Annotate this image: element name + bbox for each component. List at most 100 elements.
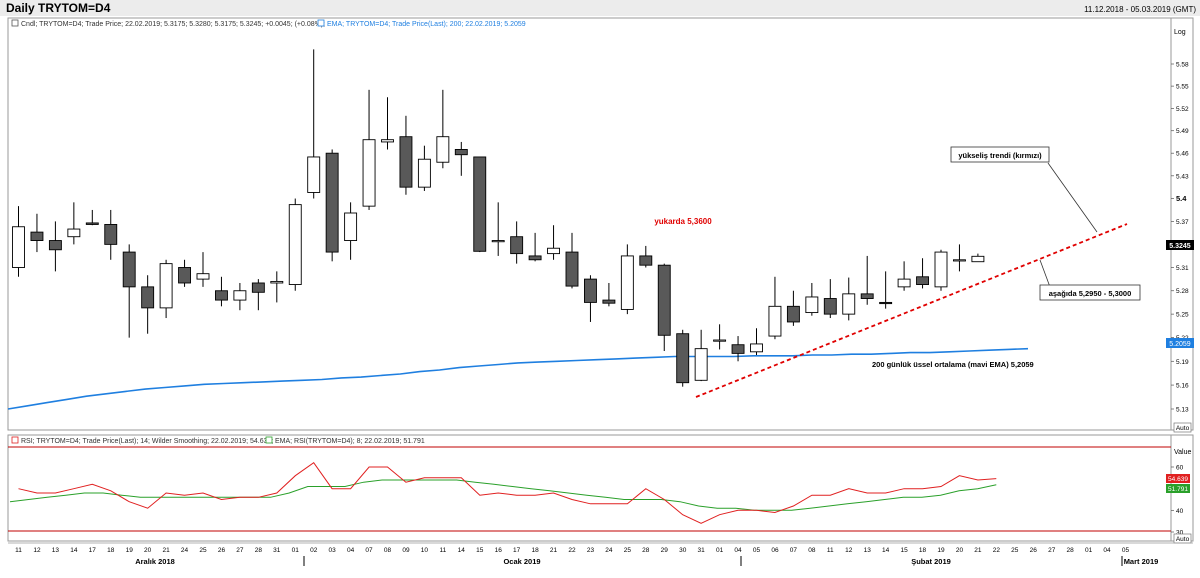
legend-candle-text: Cndl; TRYTOM=D4; Trade Price; 22.02.2019… (21, 21, 325, 28)
rsi-tick-label: 40 (1176, 508, 1184, 515)
month-label: Aralık 2018 (135, 557, 175, 566)
price-tick-label: 5.46 (1176, 151, 1189, 158)
rsi-lines (9, 462, 997, 524)
candle-down (731, 344, 745, 354)
month-label: Mart 2019 (1124, 557, 1159, 566)
candle-up (381, 139, 394, 143)
rsi-tick-label: 60 (1176, 465, 1184, 472)
date-tick-label: 13 (864, 547, 872, 554)
rsi-panel-frame (7, 434, 1172, 542)
date-tick-label: 11 (439, 547, 446, 554)
date-tick-label: 19 (937, 547, 945, 554)
chart-title: Daily TRYTOM=D4 (6, 1, 111, 15)
legend-rsi-swatch (11, 436, 19, 444)
price-tick-label: 5.43 (1176, 173, 1189, 180)
date-tick-label: 15 (476, 547, 484, 554)
candle-down (454, 148, 468, 156)
candle-down (399, 136, 413, 188)
date-tick-label: 17 (89, 547, 97, 554)
candle-down (657, 264, 671, 336)
candle-up (436, 136, 450, 163)
rsi-ema-path (9, 479, 997, 511)
candle-up (842, 293, 856, 315)
support-annotation: aşağıda 5,2950 - 5,3000 (1049, 289, 1132, 298)
candle-down (528, 255, 542, 261)
ema200-line (7, 347, 1029, 410)
date-tick-label: 14 (458, 547, 466, 554)
rsi-badge-text: 54.639 (1168, 476, 1188, 483)
candle-down (584, 278, 597, 303)
candle-down (473, 156, 487, 252)
uptrend-line (695, 223, 1128, 398)
uptrend-callout-leader (1047, 162, 1098, 233)
date-tick-label: 28 (642, 547, 650, 554)
date-tick-label: 26 (218, 547, 226, 554)
rsi-legend: RSI; TRYTOM=D4; Trade Price(Last); 14; W… (11, 436, 425, 445)
candle-up (750, 343, 763, 353)
ema200-path (7, 347, 1029, 410)
date-tick-label: 02 (310, 547, 318, 554)
title-bar (0, 0, 1200, 16)
candle-up (971, 255, 985, 263)
candle-down (30, 231, 44, 241)
candle-down (510, 236, 524, 255)
price-tick-label: 5.16 (1176, 383, 1189, 390)
date-tick-label: 22 (993, 547, 1001, 554)
candle-up (288, 204, 302, 285)
price-tick-label: 5.19 (1176, 359, 1189, 366)
date-tick-label: 28 (1067, 547, 1075, 554)
date-tick-label: 20 (144, 547, 152, 554)
date-tick-label: 28 (255, 547, 263, 554)
candle-down (251, 282, 265, 293)
date-tick-label: 06 (771, 547, 779, 554)
rsi-value-label: Value (1174, 449, 1191, 456)
candle-down (602, 299, 616, 304)
rsi-ema-badge (1166, 484, 1190, 493)
candle-up (713, 339, 727, 342)
rsi-reference-lines (8, 446, 1171, 532)
price-tick-label: 5.13 (1176, 407, 1189, 414)
candle-up (307, 156, 321, 193)
date-axis: 11 12 13 14 17 18 19 20 21 24 25 26 27 28 31 01 02 03 04 07… (8, 542, 1193, 566)
candle-up (934, 251, 948, 288)
price-auto-button[interactable] (1173, 422, 1192, 433)
candle-down (104, 224, 118, 245)
date-tick-label: 15 (900, 547, 908, 554)
legend-ema-swatch (317, 19, 325, 27)
legend-candle-swatch (11, 19, 19, 27)
date-tick-label: 18 (531, 547, 539, 554)
candle-down (916, 276, 929, 285)
date-tick-label: 25 (624, 547, 632, 554)
price-tick-label: 5.52 (1176, 106, 1189, 113)
date-tick-label: 24 (605, 547, 613, 554)
candle-up (159, 263, 173, 309)
date-tick-label: 21 (162, 547, 170, 554)
candle-up (953, 259, 966, 262)
date-tick-label: 14 (882, 547, 890, 554)
price-tick-label: 5.37 (1176, 219, 1189, 226)
date-tick-label: 21 (974, 547, 982, 554)
date-tick-label: 26 (1030, 547, 1038, 554)
rsi-path (18, 462, 997, 524)
date-tick-label: 30 (679, 547, 687, 554)
price-panel-frame (7, 17, 1172, 431)
rsi-tick-label: 30 (1176, 530, 1184, 537)
ema-annotation: 200 günlük üssel ortalama (mavi EMA) 5,2… (872, 360, 1034, 369)
price-tick-label: 5.25 (1176, 312, 1189, 319)
resistance-annotation: yukarda 5,3600 (654, 217, 712, 226)
date-tick-label: 31 (273, 547, 281, 554)
candle-up (897, 278, 911, 288)
date-tick-label: 17 (513, 547, 521, 554)
price-tick-label: 5.31 (1176, 265, 1189, 272)
legend-rsi-ema-swatch (265, 436, 273, 444)
date-tick-label: 24 (181, 547, 189, 554)
date-tick-label: 03 (329, 547, 337, 554)
price-tick-label: 5.4 (1176, 194, 1187, 203)
date-tick-label: 20 (956, 547, 964, 554)
last-price-badge-text: 5.3245 (1169, 243, 1191, 250)
date-tick-label: 27 (236, 547, 244, 554)
candle-down (860, 293, 874, 299)
date-tick-label: 12 (845, 547, 853, 554)
date-tick-label: 14 (70, 547, 78, 554)
